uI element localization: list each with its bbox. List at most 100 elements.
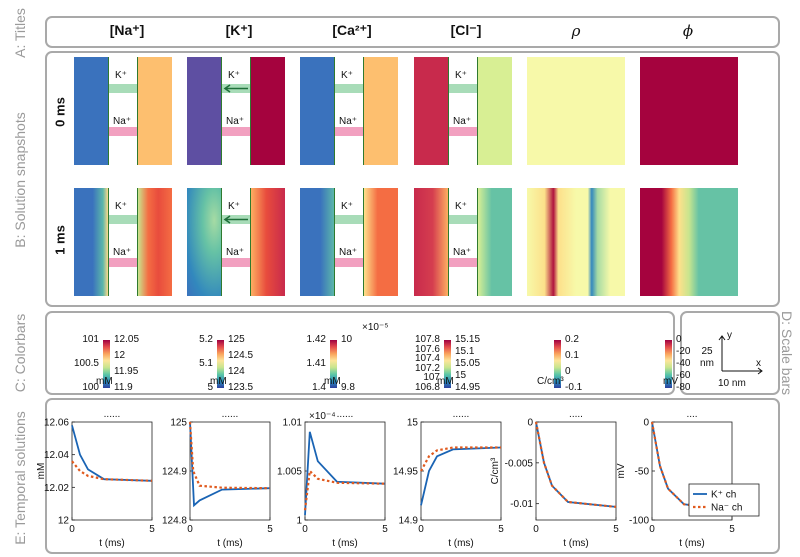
membrane-right-ca-1ms [363,188,364,296]
na-channel-na-0ms [109,127,137,136]
plot-4-series-na [534,421,617,508]
colorbar-2-left-tick: 1.4 [312,382,326,393]
colorbar-0-right-tick: 12.05 [114,334,140,345]
colorbar-2-left-tick: 1.42 [306,334,326,345]
k-channel-label-k-0ms: K⁺ [228,70,240,81]
membrane-right-na-0ms [137,57,138,165]
panel-titles [45,16,780,48]
plot-2-series-k [304,431,386,516]
membrane-right-cl-0ms [477,57,478,165]
k-efflux-arrow-k-0ms [223,84,248,93]
title-rho: ρ [571,22,581,40]
na-channel-label-ca-0ms: Na⁺ [339,116,358,127]
plot-3-xtick-label: 0 [418,524,424,535]
plot-3-dots: ...... [453,409,470,420]
na-channel-label-na-0ms: Na⁺ [113,116,132,127]
plot-2-ytick-label: 1 [296,516,302,527]
snapshot-ca-0ms-right [364,57,398,165]
membrane-left-cl-1ms [448,188,449,296]
snapshot-cl-1ms-right [478,188,512,296]
colorbar-4-right-tick: -0.1 [565,382,583,393]
plot-3-ytick-label: 14.95 [393,467,418,478]
na-channel-label-k-0ms: Na⁺ [226,116,245,127]
plot-4-xtick-label: 5 [613,524,619,535]
membrane-right-k-0ms [250,57,251,165]
membrane-left-na-0ms [108,57,109,165]
snapshot-k-1ms-right [251,188,285,296]
plot-2-ytick-label: 1.01 [283,418,303,429]
snapshot-k-1ms-left [187,188,221,296]
colorbar-5-right-tick: -20 [676,346,691,357]
colorbar-1-right-tick: 124 [228,366,245,377]
k-channel-ca-1ms [335,215,363,224]
plot-0-ytick-label: 12.04 [44,450,69,461]
plot-1-dots: ...... [222,409,239,420]
na-channel-label-ca-1ms: Na⁺ [339,247,358,258]
plot-1-xtick-label: 5 [267,524,273,535]
panel-colorbars [45,311,675,395]
plot-5-xlabel: t (ms) [679,538,705,549]
colorbar-0-right-tick: 11.95 [114,366,139,377]
snapshot-phi-0ms [640,57,738,165]
na-channel-k-0ms [222,127,250,136]
k-efflux-arrow-k-1ms [223,215,248,224]
snapshot-phi-1ms [640,188,738,296]
k-channel-label-ca-0ms: K⁺ [341,70,353,81]
plot-3-series-na [420,446,501,472]
plot-1-ytick-label: 124.9 [162,467,187,478]
colorbar-5-unit: mV [663,376,678,387]
colorbar-0-unit: mM [96,376,113,387]
na-channel-label-na-1ms: Na⁺ [113,247,132,258]
plot-0-xtick-label: 0 [69,524,75,535]
plot-4-ylabel: C/cm³ [490,457,501,484]
na-channel-ca-1ms [335,258,363,267]
na-channel-cl-0ms [449,127,477,136]
plot-1-ytick-label: 124.8 [162,516,187,527]
k-channel-label-na-1ms: K⁺ [115,201,127,212]
plot-3-series-k [420,446,502,506]
plot-1-xlabel: t (ms) [217,538,243,549]
snapshot-na-0ms-left [74,57,108,165]
membrane-left-ca-1ms [334,188,335,296]
colorbar-3-left-tick: 107.4 [414,353,440,365]
membrane-left-ca-0ms [334,57,335,165]
na-channel-label-cl-0ms: Na⁺ [453,116,472,127]
plot-5-xtick-label: 0 [649,524,655,535]
title-k: [K⁺] [225,22,253,38]
panel-scalebars [680,311,780,395]
plot-3-xlabel: t (ms) [448,538,474,549]
colorbar-5-right-tick: -80 [676,382,691,393]
legend-box [688,483,760,517]
scale-bar-x-length: 10 nm [718,378,746,389]
colorbar-3-right-tick: 15.15 [455,334,481,345]
plot-4-series-k [535,421,617,508]
membrane-right-k-1ms [250,188,251,296]
colorbar-1-right-tick: 123.5 [228,382,254,393]
colorbar-3-left-tick: 107.6 [414,343,440,355]
snapshot-rho-1ms [527,188,625,296]
k-channel-label-ca-1ms: K⁺ [341,201,353,212]
na-channel-na-1ms [109,258,137,267]
membrane-left-k-1ms [221,188,222,296]
colorbar-3-left-tick: 106.8 [414,382,440,393]
colorbar-5-right-tick: -60 [676,370,691,381]
colorbar-3-unit: mM [437,376,454,387]
colorbar-5-right-tick: -40 [676,358,691,369]
k-channel-cl-1ms [449,215,477,224]
plot-0-series-na [71,460,153,482]
k-channel-label-cl-1ms: K⁺ [455,201,467,212]
colorbar-3-left-tick: 107 [423,372,440,384]
k-channel-label-na-0ms: K⁺ [115,70,127,81]
plot-1-ytick-label: 125 [170,418,187,429]
colorbar-4-right-tick: 0.1 [565,350,579,361]
snapshot-ca-1ms-left [300,188,334,296]
scale-bar-y-label: y [727,330,732,341]
plot-1-series-k [189,421,271,508]
colorbar-3-right-tick: 14.95 [455,382,481,393]
k-channel-cl-0ms [449,84,477,93]
plot-0-series-k [71,425,153,482]
plot-4-xtick-label: 0 [533,524,539,535]
plot-0-ylabel: mM [36,463,47,480]
plot-0-ytick-label: 12.02 [44,483,69,494]
k-channel-na-0ms [109,84,137,93]
